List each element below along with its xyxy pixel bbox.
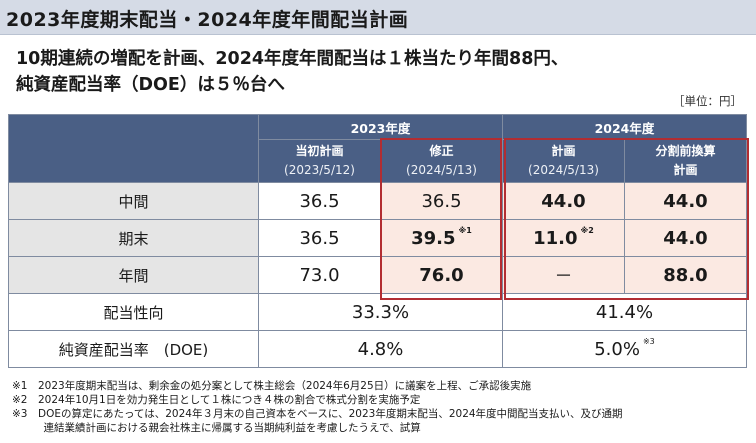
highlight-box-revised xyxy=(380,138,502,300)
header-plan-label: 計画 xyxy=(551,144,576,158)
footnote-2: ※2 2024年10月1日を効力発生日として１株につき４株の割合で株式分割を実施… xyxy=(12,394,421,406)
header-initial-plan: 当初計画 (2023/5/12) xyxy=(258,139,381,183)
cell-annual-plan: － xyxy=(502,256,625,294)
cell-interim-revised: 36.5 xyxy=(380,182,503,220)
dividend-table: 2023年度 2024年度 当初計画 (2023/5/12) 修正 (2024/… xyxy=(8,114,747,368)
table-row-annual: 年間 73.0 76.0 － 88.0 xyxy=(8,256,747,294)
footnote-3: ※3 DOEの算定にあたっては、2024年３月末の自己資本をベースに、2023年… xyxy=(12,408,623,420)
headline: 10期連続の増配を計画、2024年度年間配当は１株当たり年間88円、 純資産配当… xyxy=(16,46,746,98)
footnote-3-continued: 連結業績計画における親会社株主に帰属する当期純利益を考慮したうえで、試算 xyxy=(12,422,421,434)
cell-doe-fy2023: 4.8% xyxy=(258,330,503,368)
table-row-interim: 中間 36.5 36.5 44.0 44.0 xyxy=(8,182,747,220)
header-presplit: 分割前換算 計画 xyxy=(624,139,747,183)
cell-yearend-initial: 36.5 xyxy=(258,219,381,257)
header-corner xyxy=(8,114,259,183)
header-presplit-label: 分割前換算 xyxy=(655,144,716,158)
header-revised: 修正 (2024/5/13) xyxy=(380,139,503,183)
headline-line-2: 純資産配当率（DOE）は５％台へ xyxy=(16,75,285,95)
note-marker-3: ※3 xyxy=(642,336,655,346)
header-revised-date: (2024/5/13) xyxy=(406,163,477,177)
header-plan-date: (2024/5/13) xyxy=(528,163,599,177)
cell-annual-initial: 73.0 xyxy=(258,256,381,294)
row-label-annual: 年間 xyxy=(8,256,259,294)
cell-annual-presplit: 88.0 xyxy=(624,256,747,294)
cell-yearend-revised: 39.5 xyxy=(411,227,456,249)
cell-yearend-presplit: 44.0 xyxy=(624,219,747,257)
header-initial-plan-date: (2023/5/12) xyxy=(284,163,355,177)
header-fy2023: 2023年度 xyxy=(258,114,503,140)
note-marker-2: ※2 xyxy=(580,225,594,235)
header-fy2024: 2024年度 xyxy=(502,114,747,140)
highlight-box-fy2024 xyxy=(504,138,749,300)
cell-interim-initial: 36.5 xyxy=(258,182,381,220)
header-initial-plan-label: 当初計画 xyxy=(295,144,344,158)
row-label-yearend: 期末 xyxy=(8,219,259,257)
unit-label: ［単位：円］ xyxy=(673,94,742,108)
header-presplit-sub: 計画 xyxy=(673,163,698,177)
table-row-doe: 純資産配当率 (DOE) 4.8% 5.0% ※3 xyxy=(8,330,747,368)
cell-doe-fy2024: 5.0% xyxy=(594,338,640,360)
note-marker-1: ※1 xyxy=(458,225,472,235)
header-revised-label: 修正 xyxy=(429,144,454,158)
cell-annual-revised: 76.0 xyxy=(380,256,503,294)
cell-yearend-revised-wrap: 39.5 ※1 xyxy=(380,219,503,257)
headline-line-1: 10期連続の増配を計画、2024年度年間配当は１株当たり年間88円、 xyxy=(16,49,569,69)
page-title: 2023年度期末配当・2024年度年間配当計画 xyxy=(6,9,409,31)
cell-doe-fy2024-wrap: 5.0% ※3 xyxy=(502,330,747,368)
row-label-payout: 配当性向 xyxy=(8,293,259,331)
cell-interim-plan: 44.0 xyxy=(502,182,625,220)
cell-yearend-plan: 11.0 xyxy=(533,227,578,249)
footnote-1: ※1 2023年度期末配当は、剰余金の処分案として株主総会（2024年6月25日… xyxy=(12,380,532,392)
row-label-doe: 純資産配当率 (DOE) xyxy=(8,330,259,368)
row-label-interim: 中間 xyxy=(8,182,259,220)
table-row-yearend: 期末 36.5 39.5 ※1 11.0 ※2 44.0 xyxy=(8,219,747,257)
title-bar: 2023年度期末配当・2024年度年間配当計画 xyxy=(0,0,756,35)
footnotes: ※1 2023年度期末配当は、剰余金の処分案として株主総会（2024年6月25日… xyxy=(12,379,752,435)
cell-interim-presplit: 44.0 xyxy=(624,182,747,220)
